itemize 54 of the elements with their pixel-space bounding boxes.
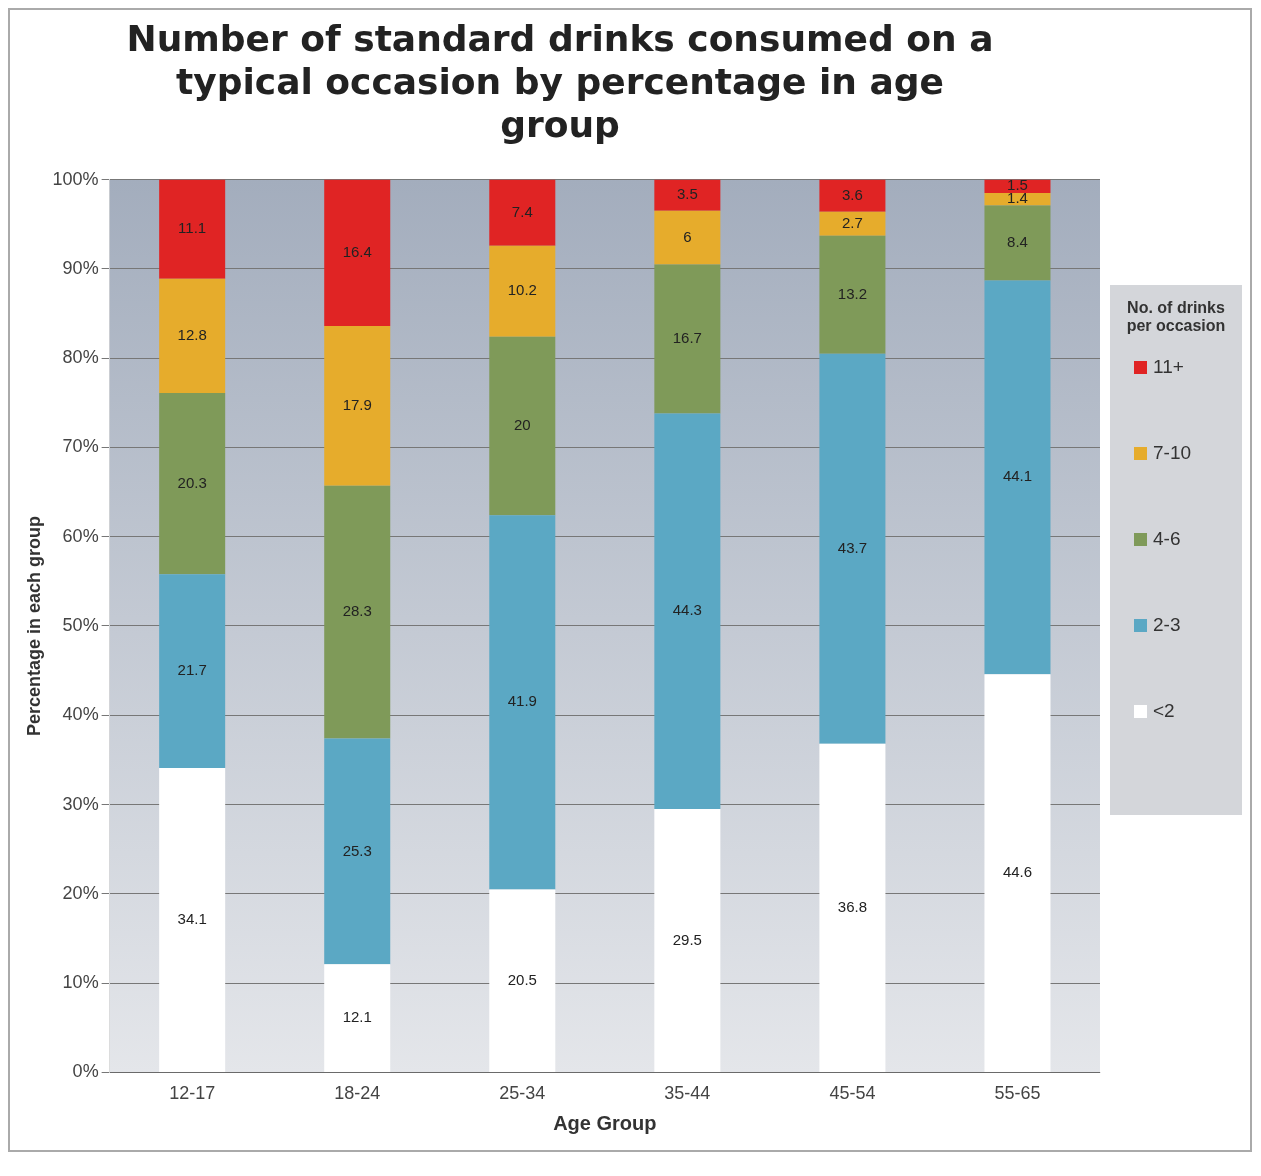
data-label: 29.5 xyxy=(672,930,702,948)
data-label: 20.5 xyxy=(507,970,537,988)
y-tick-label: 90% xyxy=(62,257,99,278)
y-tick-label: 50% xyxy=(62,614,99,635)
y-tick-label: 20% xyxy=(62,882,99,903)
data-label: 44.3 xyxy=(672,601,702,619)
legend-title: No. of drinks per occasion xyxy=(1125,299,1227,335)
data-label: 44.1 xyxy=(1002,467,1033,485)
data-label: 43.7 xyxy=(837,538,868,556)
x-tick-label: 45-54 xyxy=(829,1083,876,1104)
legend-label: 11+ xyxy=(1153,356,1184,378)
x-tick-label: 25-34 xyxy=(499,1083,546,1104)
data-label: 16.7 xyxy=(672,329,702,347)
data-label: 44.6 xyxy=(1002,863,1033,881)
data-label: 10.2 xyxy=(507,281,537,299)
data-label: 16.4 xyxy=(342,242,372,260)
data-label: 20.3 xyxy=(177,473,207,491)
legend-label: 7-10 xyxy=(1153,442,1192,464)
data-label: 3.6 xyxy=(841,185,863,203)
data-label: 12.1 xyxy=(342,1008,372,1026)
data-label: 20 xyxy=(513,416,531,434)
y-tick-label: 60% xyxy=(62,525,99,546)
y-tick-label: 70% xyxy=(62,436,99,457)
y-tick-label: 100% xyxy=(52,168,99,189)
legend-label: <2 xyxy=(1153,700,1175,722)
y-tick-label: 0% xyxy=(72,1061,99,1082)
x-tick-label: 18-24 xyxy=(334,1083,381,1104)
x-axis-title: Age Group xyxy=(553,1111,657,1134)
data-label: 8.4 xyxy=(1007,233,1028,251)
data-label: 36.8 xyxy=(837,898,868,916)
data-label: 2.7 xyxy=(841,213,863,231)
data-label: 12.8 xyxy=(177,325,207,343)
x-tick-label: 12-17 xyxy=(169,1083,216,1104)
legend-label: 2-3 xyxy=(1153,614,1181,636)
data-label: 13.2 xyxy=(837,284,868,302)
data-label: 28.3 xyxy=(342,602,372,620)
data-label: 34.1 xyxy=(177,910,207,928)
data-label: 11.1 xyxy=(178,219,207,237)
data-label: 3.5 xyxy=(676,185,698,203)
legend-label: 4-6 xyxy=(1153,528,1181,550)
data-label: 6 xyxy=(683,227,692,245)
chart-title: Number of standard drinks consumed on a typical occasion by percentage in age group xyxy=(126,17,994,146)
data-label: 17.9 xyxy=(342,396,372,414)
y-tick-label: 30% xyxy=(62,793,99,814)
x-tick-label: 35-44 xyxy=(664,1083,711,1104)
y-tick-label: 10% xyxy=(62,972,99,993)
data-label: 21.7 xyxy=(177,661,207,679)
data-label: 41.9 xyxy=(507,692,537,710)
y-axis-title: Percentage in each group xyxy=(23,515,44,737)
x-tick-label: 55-65 xyxy=(994,1083,1041,1104)
y-tick-label: 40% xyxy=(62,704,99,725)
y-tick-label: 80% xyxy=(62,347,99,368)
data-label: 25.3 xyxy=(342,841,372,859)
data-label: 7.4 xyxy=(511,202,533,220)
